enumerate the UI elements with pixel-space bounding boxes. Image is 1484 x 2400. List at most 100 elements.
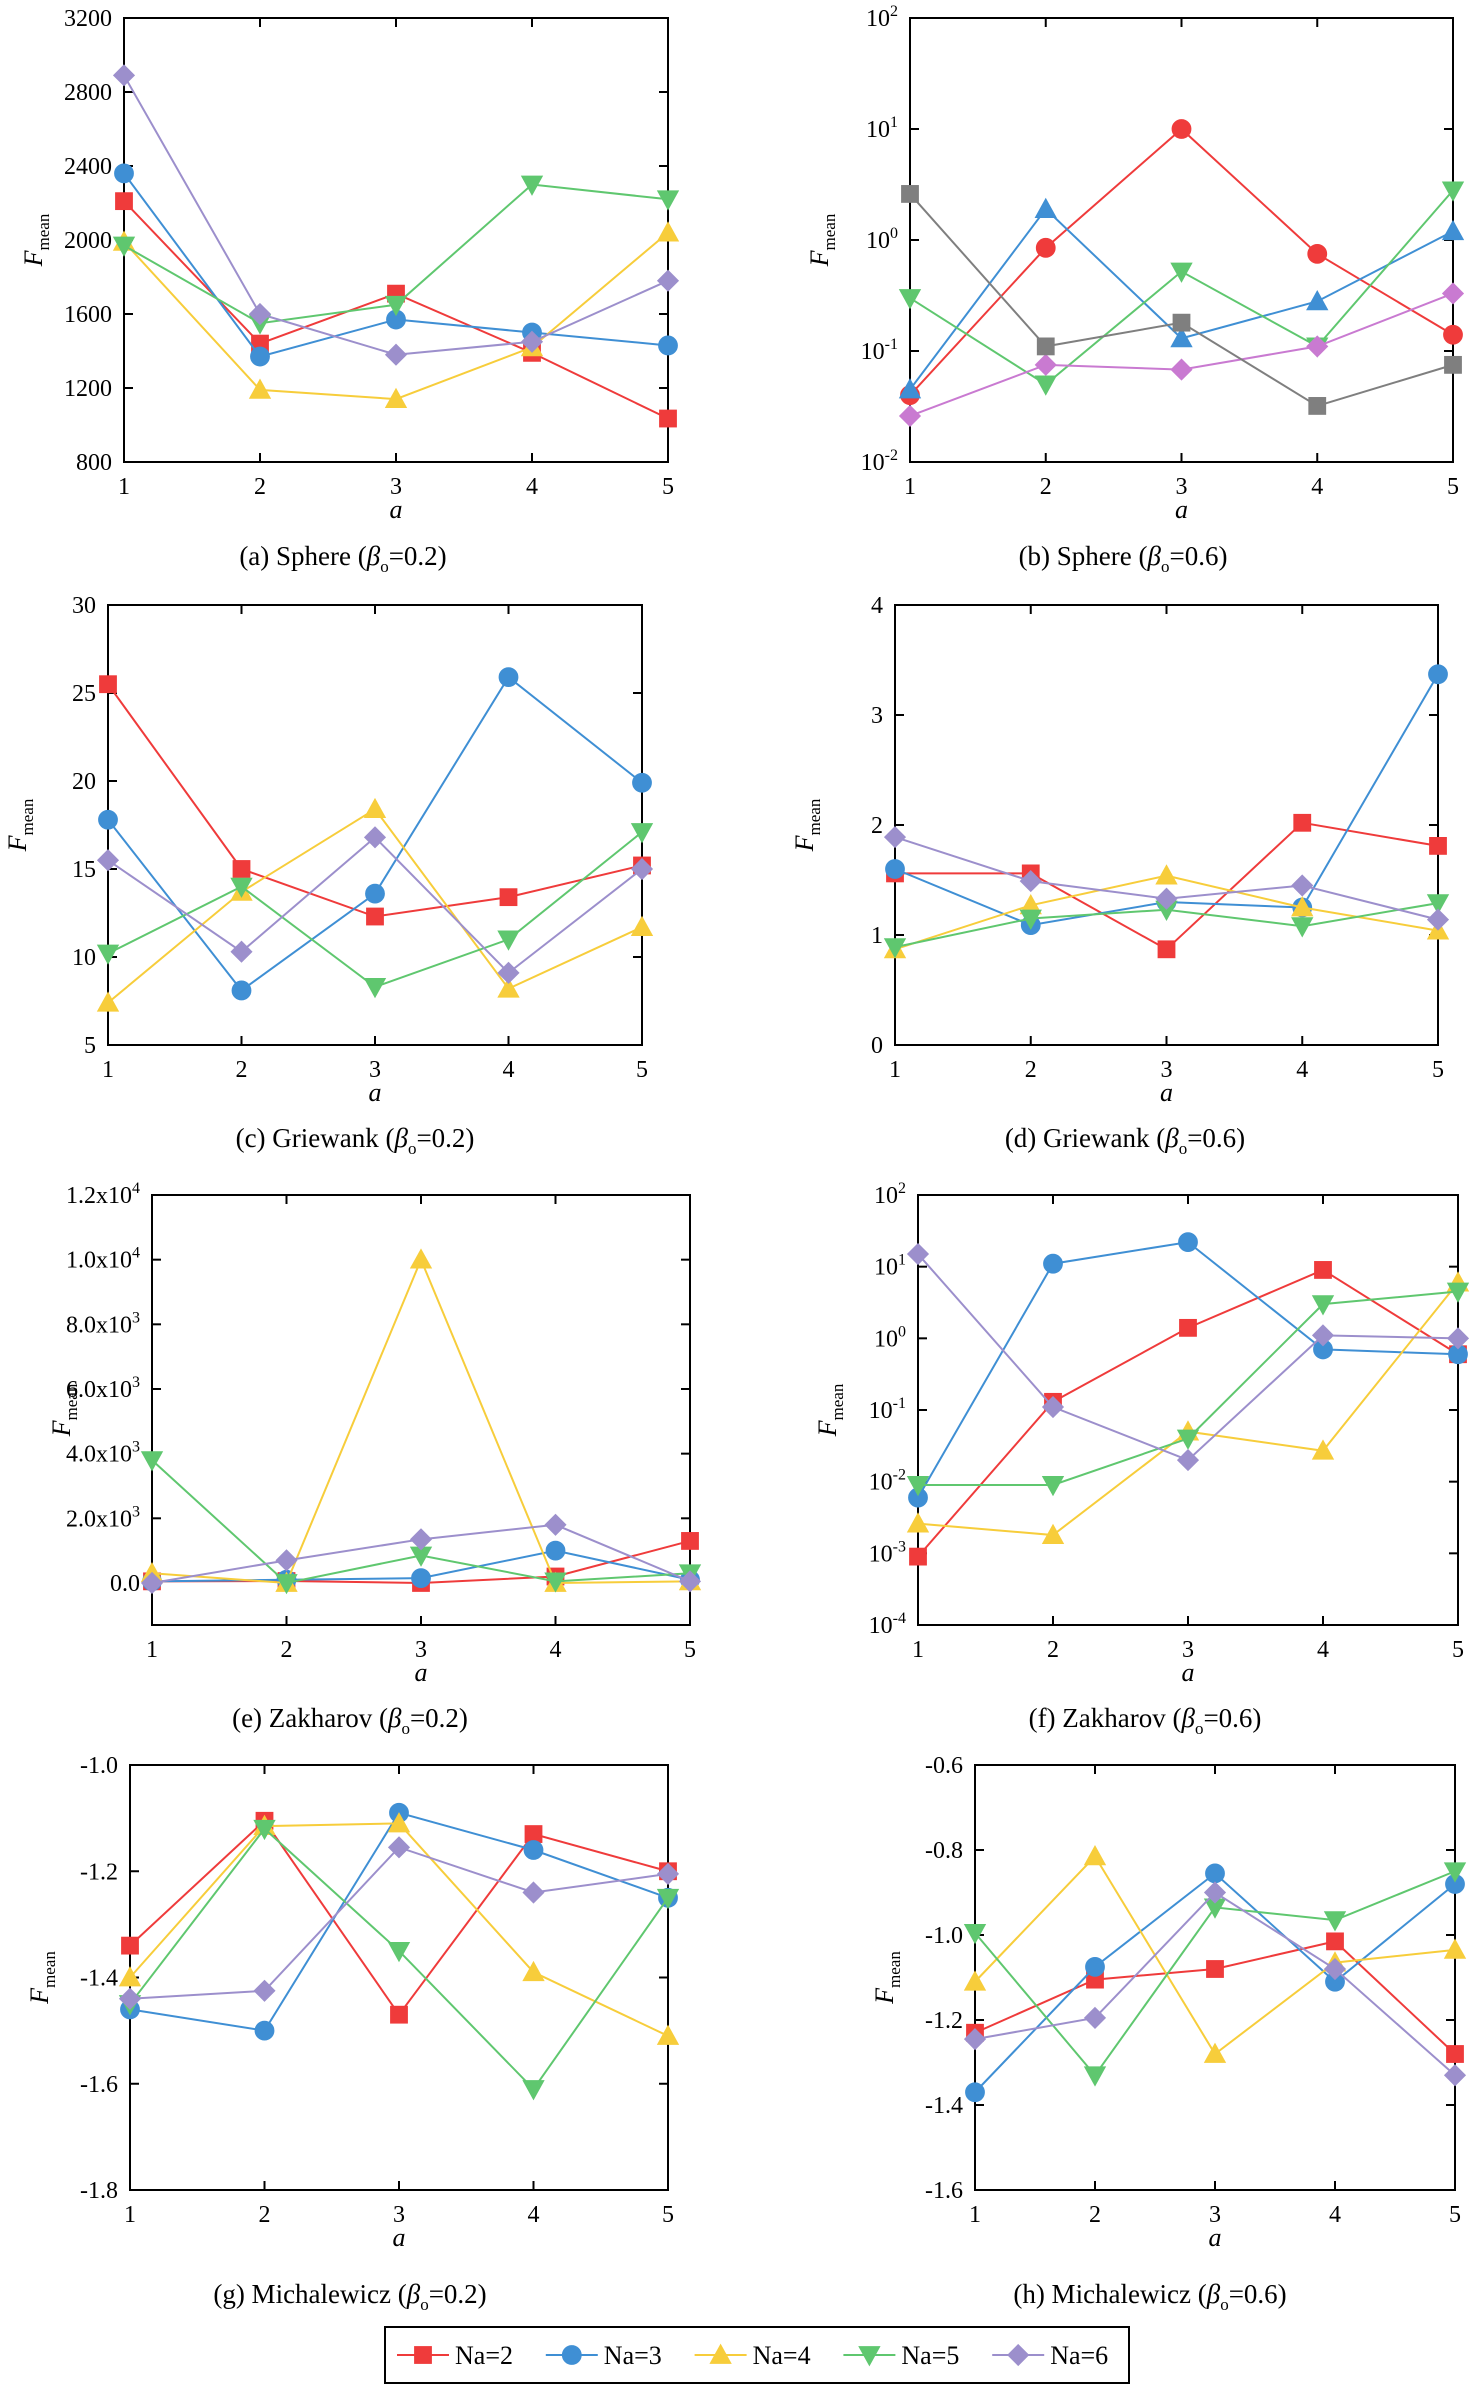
y-tick-label: 101 [866, 114, 898, 143]
data-point [522, 1960, 545, 1982]
data-point [499, 888, 518, 907]
x-tick-label: 2 [1089, 2202, 1101, 2228]
data-point [1314, 1261, 1332, 1279]
data-point [1323, 1911, 1347, 1932]
y-tick-exponent: 3 [132, 1374, 140, 1391]
x-tick-label: 5 [1452, 1637, 1464, 1663]
y-tick-exponent: 4 [132, 1245, 140, 1262]
x-tick-label: 3 [1161, 1057, 1173, 1083]
y-tick-label: 2400 [64, 154, 112, 180]
data-point [409, 1248, 433, 1269]
data-point [1041, 1395, 1065, 1419]
data-point [1446, 1282, 1470, 1303]
data-point [1291, 917, 1314, 938]
data-point [1172, 313, 1191, 332]
data-point [522, 2080, 545, 2101]
data-point [630, 915, 654, 936]
data-point [230, 877, 253, 898]
x-axis-label: a [415, 1658, 428, 1687]
data-point [1083, 2066, 1107, 2087]
data-point [387, 1812, 411, 1833]
data-point [523, 1840, 544, 1860]
y-tick-label: 2800 [64, 80, 112, 106]
data-point [498, 667, 519, 688]
data-point [112, 64, 136, 87]
y-tick-label: -1.2 [80, 1859, 118, 1885]
y-axis-label-subscript: mean [34, 213, 53, 250]
series-na-5 [112, 175, 680, 335]
data-point [1311, 1324, 1335, 1347]
data-point [883, 826, 907, 849]
series-na-6 [883, 826, 1450, 931]
series-series-grey [901, 185, 1462, 415]
data-point [121, 1936, 139, 1955]
y-tick-label: 1 [871, 923, 883, 949]
y-tick-label: 2.0x103 [66, 1503, 140, 1532]
y-tick-label: 100 [866, 225, 898, 254]
y-axis-label: Fmean [47, 1383, 81, 1437]
y-tick-label: 3200 [64, 6, 112, 32]
data-point [363, 826, 387, 849]
data-point [497, 930, 520, 951]
chart-c: 5 10 15 20 25 30 1 2 3 4 5 a Fmean (c) Griewank (βo=0… [3, 593, 654, 1158]
y-tick-exponent: -1 [893, 1395, 906, 1412]
series-na-5 [963, 1862, 1467, 2087]
y-tick-exponent: 3 [132, 1503, 140, 1520]
y-tick-label: 6.0x103 [66, 1374, 140, 1403]
y-tick-label: 102 [866, 3, 898, 32]
data-point [1035, 237, 1056, 258]
x-tick-label: 2 [254, 474, 266, 500]
data-point [387, 1836, 411, 1859]
data-point [524, 1825, 543, 1843]
data-point [632, 772, 652, 793]
x-tick-label: 2 [1040, 474, 1052, 500]
data-point [909, 1547, 927, 1566]
x-tick-label: 1 [889, 1057, 901, 1083]
y-tick-label: 20 [72, 769, 96, 795]
data-point [1178, 1232, 1198, 1253]
panel-caption: (g) Michalewicz (βo=0.2) [213, 2279, 486, 2314]
x-tick-label: 1 [146, 1637, 158, 1663]
data-point [898, 404, 922, 428]
x-tick-label: 5 [1449, 2202, 1461, 2228]
data-point [1041, 1476, 1065, 1497]
data-point [140, 1571, 164, 1595]
data-point [1034, 375, 1057, 396]
data-point [1441, 219, 1465, 241]
legend-marker [561, 2345, 582, 2365]
series-line [894, 673, 1439, 927]
data-point [1443, 2064, 1467, 2087]
series-na-5 [96, 823, 654, 999]
x-tick-label: 4 [503, 1057, 515, 1083]
data-point [275, 1574, 298, 1595]
data-point [231, 980, 252, 1001]
x-tick-label: 5 [1432, 1057, 1444, 1083]
legend-item-na-4: Na=4 [694, 2341, 811, 2370]
legend-item-na-3: Na=3 [545, 2341, 662, 2370]
x-tick-label: 5 [684, 1637, 696, 1663]
panel-caption: (f) Zakharov (βo=0.6) [1029, 1703, 1262, 1738]
data-point [681, 1532, 699, 1550]
series-na-6 [906, 1242, 1470, 1472]
data-point [1306, 335, 1329, 358]
y-tick-label: 10-1 [869, 1395, 906, 1424]
data-point [96, 991, 120, 1012]
chart-g: -1.8 -1.6 -1.4 -1.2 -1.0 1 2 3 4 5 a Fmean (g) Micha… [25, 1753, 680, 2314]
y-tick-label: -0.8 [925, 1838, 963, 1864]
y-tick-label: -1.4 [80, 1966, 118, 1992]
y-axis-label-subscript: mean [18, 798, 37, 835]
x-tick-label: 4 [528, 2202, 540, 2228]
x-tick-label: 2 [236, 1057, 248, 1083]
data-point [906, 1476, 930, 1497]
y-axis-label: Fmean [3, 798, 37, 852]
legend-label: Na=3 [604, 2341, 662, 2370]
y-axis-label-subscript: mean [885, 1951, 904, 1988]
data-point [1203, 1881, 1227, 1904]
data-point [885, 859, 905, 879]
x-tick-label: 2 [1047, 1637, 1059, 1663]
x-tick-label: 5 [662, 2202, 674, 2228]
y-axis-label-subscript: mean [805, 798, 824, 835]
data-point [248, 378, 272, 399]
y-tick-label: 4.0x103 [66, 1439, 140, 1468]
series-na-3 [898, 197, 1465, 399]
